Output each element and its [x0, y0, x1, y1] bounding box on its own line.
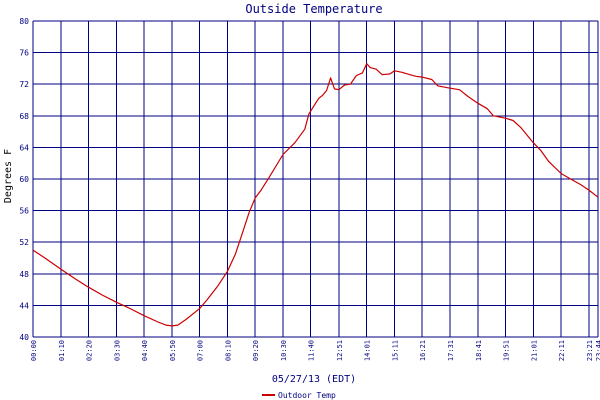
x-tick-label: 10:30 [280, 340, 288, 361]
x-tick-label: 12:51 [336, 340, 344, 361]
x-tick-label: 23:21 [586, 340, 594, 361]
x-tick-label: 11:40 [308, 340, 316, 361]
x-tick-label: 07:00 [197, 340, 205, 361]
x-tick-label: 09:20 [252, 340, 260, 361]
y-tick-label: 68 [19, 112, 29, 121]
x-tick-label: 08:10 [224, 340, 232, 361]
y-tick-label: 52 [19, 238, 29, 247]
x-tick-label: 18:41 [475, 340, 483, 361]
x-tick-label: 02:20 [86, 340, 94, 361]
y-axis-ticks: 40 44 48 52 56 60 64 68 72 76 80 [19, 17, 29, 342]
y-tick-label: 44 [19, 301, 29, 310]
legend-label: Outdoor Temp [278, 391, 336, 400]
x-axis-ticks: 00:00 01:10 02:20 03:30 04:40 05:50 07:00 08:10… [30, 340, 600, 361]
grid-lines [32, 20, 599, 338]
legend: Outdoor Temp [262, 391, 336, 400]
x-tick-label: 21:01 [530, 340, 538, 361]
x-tick-label: 03:30 [113, 340, 121, 361]
chart-title: Outside Temperature [245, 2, 382, 16]
x-tick-label: 00:00 [30, 340, 38, 361]
x-axis-label: 05/27/13 (EDT) [272, 374, 356, 385]
x-tick-label: 05:50 [169, 340, 177, 361]
y-tick-label: 72 [19, 80, 29, 89]
y-axis-label: Degrees F [3, 149, 14, 203]
x-tick-label: 23:44 [595, 340, 600, 361]
x-tick-label: 16:21 [419, 340, 427, 361]
y-tick-label: 64 [19, 143, 29, 152]
x-tick-label: 14:01 [364, 340, 372, 361]
x-tick-label: 19:51 [503, 340, 511, 361]
x-tick-label: 22:11 [558, 340, 566, 361]
y-tick-label: 80 [19, 17, 29, 26]
x-tick-label: 15:11 [391, 340, 399, 361]
y-tick-label: 76 [19, 49, 29, 58]
y-tick-label: 56 [19, 207, 29, 216]
y-tick-label: 40 [19, 333, 29, 342]
y-tick-label: 48 [19, 270, 29, 279]
x-tick-label: 17:31 [447, 340, 455, 361]
series-layer [32, 63, 599, 327]
x-tick-label: 04:40 [141, 340, 149, 361]
x-tick-label: 01:10 [58, 340, 66, 361]
series-line-outdoor-temp [32, 63, 599, 327]
y-tick-label: 60 [19, 175, 29, 184]
